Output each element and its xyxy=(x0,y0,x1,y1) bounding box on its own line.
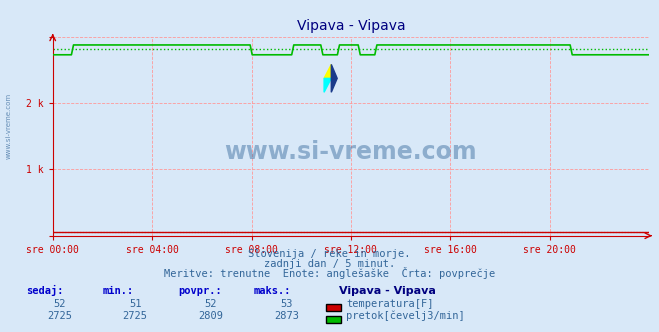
Text: 52: 52 xyxy=(205,299,217,309)
Text: temperatura[F]: temperatura[F] xyxy=(346,299,434,309)
Text: povpr.:: povpr.: xyxy=(178,286,221,296)
Text: 2725: 2725 xyxy=(47,311,72,321)
Title: Vipava - Vipava: Vipava - Vipava xyxy=(297,19,405,33)
Text: maks.:: maks.: xyxy=(254,286,291,296)
Polygon shape xyxy=(331,64,337,92)
Text: 52: 52 xyxy=(53,299,65,309)
Text: 53: 53 xyxy=(281,299,293,309)
Text: www.si-vreme.com: www.si-vreme.com xyxy=(225,140,477,164)
Text: pretok[čevelj3/min]: pretok[čevelj3/min] xyxy=(346,311,465,321)
Text: 2873: 2873 xyxy=(274,311,299,321)
Polygon shape xyxy=(324,64,331,78)
Text: 2725: 2725 xyxy=(123,311,148,321)
Text: 51: 51 xyxy=(129,299,141,309)
Text: Vipava - Vipava: Vipava - Vipava xyxy=(339,286,436,296)
Text: 2809: 2809 xyxy=(198,311,223,321)
Text: Meritve: trenutne  Enote: anglešaške  Črta: povprečje: Meritve: trenutne Enote: anglešaške Črta… xyxy=(164,267,495,279)
Polygon shape xyxy=(324,78,331,92)
Text: sedaj:: sedaj: xyxy=(26,285,64,296)
Text: zadnji dan / 5 minut.: zadnji dan / 5 minut. xyxy=(264,259,395,269)
Text: Slovenija / reke in morje.: Slovenija / reke in morje. xyxy=(248,249,411,259)
Text: www.si-vreme.com: www.si-vreme.com xyxy=(5,93,12,159)
Text: min.:: min.: xyxy=(102,286,133,296)
